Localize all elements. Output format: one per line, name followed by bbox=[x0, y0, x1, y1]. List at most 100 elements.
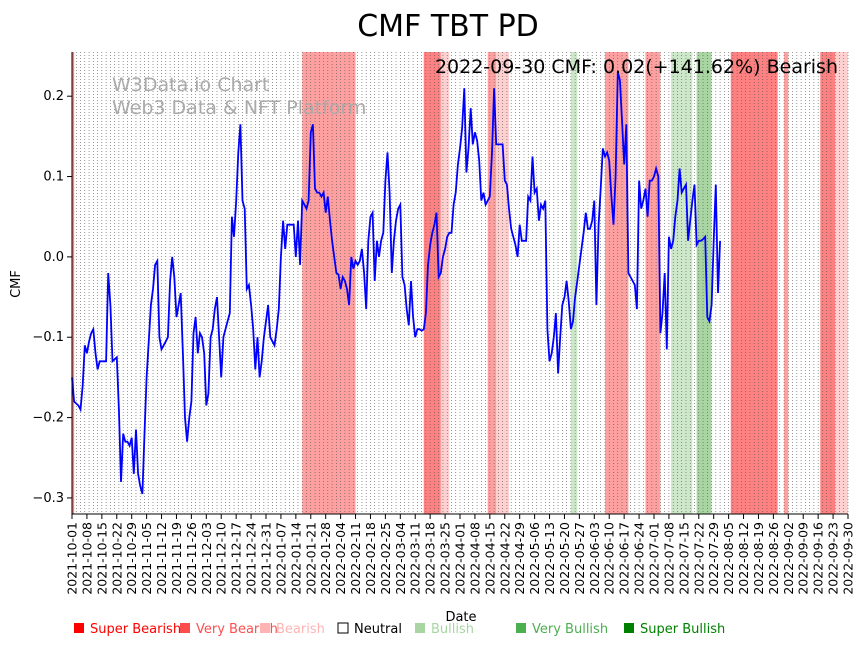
y-axis-label: CMF bbox=[9, 270, 24, 298]
x-tick-label: 2021-11-19 bbox=[169, 522, 184, 595]
band-bullish bbox=[570, 52, 578, 514]
x-tick-label: 2022-04-29 bbox=[512, 522, 527, 595]
band-super-bearish bbox=[423, 52, 441, 514]
x-tick-label: 2022-02-11 bbox=[348, 522, 363, 595]
legend-swatch bbox=[516, 623, 526, 633]
x-tick-label: 2022-04-15 bbox=[482, 522, 497, 595]
y-tick-label: 0.1 bbox=[43, 170, 64, 185]
x-tick-label: 2021-10-22 bbox=[109, 522, 124, 595]
legend-swatch bbox=[260, 623, 270, 633]
x-tick-label: 2022-01-28 bbox=[318, 522, 333, 595]
x-tick-label: 2021-11-12 bbox=[154, 522, 169, 595]
x-tick-label: 2022-06-24 bbox=[632, 522, 647, 595]
x-tick-label: 2022-07-22 bbox=[691, 522, 706, 595]
x-axis-label: Date bbox=[445, 610, 476, 625]
y-tick-label: 0.0 bbox=[43, 250, 64, 265]
x-tick-label: 2022-04-22 bbox=[497, 522, 512, 595]
legend-swatch bbox=[337, 622, 349, 634]
legend-swatch bbox=[415, 623, 425, 633]
x-tick-label: 2022-09-30 bbox=[841, 522, 856, 595]
x-tick-label: 2021-11-05 bbox=[139, 522, 154, 595]
x-tick-label: 2021-10-29 bbox=[124, 522, 139, 595]
x-tick-label: 2022-09-02 bbox=[781, 522, 796, 595]
x-tick-label: 2022-03-04 bbox=[393, 522, 408, 595]
cmf-series-line bbox=[71, 71, 721, 495]
band-very-bearish bbox=[784, 52, 789, 514]
band-very-bearish bbox=[604, 52, 629, 514]
band-very-bearish bbox=[487, 52, 497, 514]
x-tick-label: 2022-03-18 bbox=[423, 522, 438, 595]
legend-label: Very Bearish bbox=[196, 622, 278, 637]
x-tick-label: 2021-12-31 bbox=[259, 522, 274, 595]
legend-label: Super Bullish bbox=[640, 622, 725, 637]
watermark-line: Web3 Data & NFT Platform bbox=[112, 97, 366, 119]
legend-item-bullish: Bullish bbox=[415, 622, 474, 637]
x-tick-label: 2022-07-01 bbox=[647, 522, 662, 595]
legend-item-super-bullish: Super Bullish bbox=[624, 622, 725, 637]
band-very-bearish bbox=[302, 52, 356, 514]
y-tick-label: −0.1 bbox=[32, 330, 64, 345]
x-tick-label: 2021-12-10 bbox=[214, 522, 229, 595]
legend-label: Super Bearish bbox=[90, 622, 181, 637]
x-tick-label: 2022-04-01 bbox=[453, 522, 468, 595]
legend-item-very-bearish: Very Bearish bbox=[180, 622, 278, 637]
legend-item-super-bearish: Super Bearish bbox=[74, 622, 181, 637]
legend-swatch bbox=[74, 623, 84, 633]
x-tick-label: 2022-06-17 bbox=[617, 522, 632, 595]
y-tick-label: −0.2 bbox=[32, 411, 64, 426]
legend-label: Bullish bbox=[431, 622, 474, 637]
x-tick-label: 2022-02-25 bbox=[378, 522, 393, 595]
legend-item-very-bullish: Very Bullish bbox=[516, 622, 608, 637]
x-tick-label: 2021-10-15 bbox=[94, 522, 109, 595]
x-tick-label: 2022-01-14 bbox=[288, 522, 303, 595]
x-tick-label: 2022-07-29 bbox=[706, 522, 721, 595]
x-tick-label: 2022-05-06 bbox=[527, 522, 542, 595]
x-tick-label: 2021-10-08 bbox=[79, 522, 94, 595]
x-tick-label: 2022-08-26 bbox=[766, 522, 781, 595]
x-tick-label: 2022-05-13 bbox=[542, 522, 557, 595]
x-tick-label: 2022-09-16 bbox=[811, 522, 826, 595]
x-tick-label: 2022-07-08 bbox=[661, 522, 676, 595]
x-tick-label: 2021-12-17 bbox=[229, 522, 244, 595]
x-tick-label: 2022-03-11 bbox=[408, 522, 423, 595]
y-tick-label: 0.2 bbox=[43, 89, 64, 104]
x-tick-label: 2021-12-03 bbox=[199, 522, 214, 595]
x-tick-label: 2021-12-24 bbox=[244, 522, 259, 595]
band-super-bearish bbox=[820, 52, 836, 514]
x-tick-label: 2022-08-19 bbox=[751, 522, 766, 595]
x-tick-label: 2021-10-01 bbox=[65, 522, 80, 595]
x-tick-label: 2022-08-05 bbox=[721, 522, 736, 595]
legend-label: Bearish bbox=[276, 622, 325, 637]
axes: 0.2 0.1 0.0 −0.1 −0.2 −0.3 2021-10-01 2021-10-0… bbox=[32, 52, 856, 595]
legend-label: Neutral bbox=[354, 622, 402, 637]
x-tick-label: 2022-06-03 bbox=[587, 522, 602, 595]
x-tick-label: 2022-03-25 bbox=[438, 522, 453, 595]
x-tick-label: 2022-04-08 bbox=[467, 522, 482, 595]
x-tick-label: 2022-09-09 bbox=[796, 522, 811, 595]
band-bearish bbox=[440, 52, 450, 514]
x-tick-label: 2022-02-18 bbox=[363, 522, 378, 595]
band-very-bullish bbox=[696, 52, 712, 514]
x-tick-label: 2022-07-15 bbox=[676, 522, 691, 595]
legend-swatch bbox=[180, 623, 190, 633]
x-tick-label: 2022-08-12 bbox=[736, 522, 751, 595]
x-tick-label: 2021-11-26 bbox=[184, 522, 199, 595]
legend-item-neutral: Neutral bbox=[337, 622, 402, 637]
x-tick-label: 2022-01-21 bbox=[303, 522, 318, 595]
y-tick-label: −0.3 bbox=[32, 491, 64, 506]
chart-title: CMF TBT PD bbox=[357, 9, 539, 44]
legend-label: Very Bullish bbox=[532, 622, 608, 637]
latest-value-annotation: 2022-09-30 CMF: 0.02(+141.62%) Bearish bbox=[435, 56, 838, 78]
x-tick-label: 2022-06-10 bbox=[602, 522, 617, 595]
x-tick-label: 2022-01-07 bbox=[273, 522, 288, 595]
legend-swatch bbox=[624, 623, 634, 633]
band-super-bearish bbox=[72, 52, 75, 514]
x-tick-label: 2022-09-23 bbox=[826, 522, 841, 595]
x-tick-label: 2022-05-27 bbox=[572, 522, 587, 595]
x-tick-label: 2022-05-20 bbox=[557, 522, 572, 595]
x-tick-label: 2022-02-04 bbox=[333, 522, 348, 595]
watermark-line: W3Data.io Chart bbox=[112, 74, 269, 96]
